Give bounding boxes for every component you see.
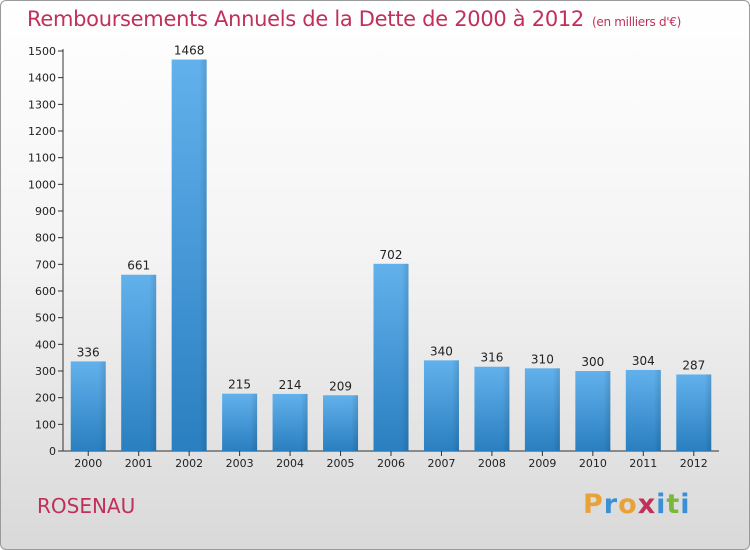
x-tick-label: 2009 <box>528 457 556 470</box>
x-axis: 2000 2001 2002 2003 2004 2005 2006 2007 2008 2009… <box>63 450 719 470</box>
bar-shade-2009 <box>524 368 560 451</box>
data-label: 214 <box>279 378 302 392</box>
y-tick-label: 1200 <box>28 125 56 138</box>
y-tick-label: 800 <box>35 232 56 245</box>
bar-shade-2010 <box>575 371 611 451</box>
bar-shade-2012 <box>676 374 712 451</box>
data-label: 310 <box>531 352 554 366</box>
x-tick-label: 2002 <box>175 457 203 470</box>
y-tick-label: 0 <box>49 445 56 458</box>
x-tick-label: 2011 <box>629 457 657 470</box>
logo-letter: i <box>680 489 691 520</box>
bar-shade-2000 <box>70 361 106 451</box>
x-tick-label: 2012 <box>680 457 708 470</box>
y-tick-label: 300 <box>35 365 56 378</box>
logo-letter: i <box>656 489 667 520</box>
logo-letter: o <box>618 489 638 520</box>
x-tick-label: 2004 <box>276 457 304 470</box>
y-tick-label: 900 <box>35 205 56 218</box>
chart-title: Remboursements Annuels de la Dette de 20… <box>27 7 681 31</box>
data-label: 1468 <box>174 44 205 58</box>
x-tick-label: 2010 <box>579 457 607 470</box>
x-tick-label: 2000 <box>74 457 102 470</box>
y-tick-label: 1500 <box>28 45 56 58</box>
commune-name: ROSENAU <box>37 494 136 518</box>
logo-letter: r <box>603 489 619 520</box>
bar-shade-2004 <box>272 393 308 451</box>
data-label: 340 <box>430 344 453 358</box>
data-label: 209 <box>329 379 352 393</box>
bar-shade-2008 <box>474 366 510 451</box>
data-label: 316 <box>480 351 503 365</box>
y-tick-label: 1100 <box>28 152 56 165</box>
logo-letter: P <box>583 489 604 520</box>
x-tick-label: 2006 <box>377 457 405 470</box>
data-label: 215 <box>228 378 251 392</box>
data-label: 336 <box>77 345 100 359</box>
bar-shade-2006 <box>373 263 409 451</box>
y-tick-label: 100 <box>35 418 56 431</box>
x-tick-label: 2003 <box>226 457 254 470</box>
logo-letter: t <box>666 489 681 520</box>
bar-shade-2002 <box>171 59 207 452</box>
y-tick-label: 400 <box>35 338 56 351</box>
chart-unit: (en milliers d'€) <box>592 15 682 29</box>
bars: 336 661 1468 215 214 209 702 340 316 310 300 304 287 <box>70 44 712 452</box>
logo-letter: x <box>637 489 657 520</box>
y-tick-label: 1300 <box>28 98 56 111</box>
y-tick-label: 1400 <box>28 72 56 85</box>
data-label: 304 <box>632 354 655 368</box>
y-tick-label: 1000 <box>28 178 56 191</box>
y-tick-label: 700 <box>35 258 56 271</box>
x-tick-label: 2001 <box>125 457 153 470</box>
x-tick-label: 2008 <box>478 457 506 470</box>
proxiti-logo: Proxiti <box>583 489 691 520</box>
chart-title-text: Remboursements Annuels de la Dette de 20… <box>27 7 584 31</box>
data-label: 661 <box>127 259 150 273</box>
data-label: 300 <box>581 355 604 369</box>
bar-shade-2003 <box>222 393 258 451</box>
data-label: 702 <box>380 248 403 262</box>
y-tick-label: 500 <box>35 312 56 325</box>
x-tick-label: 2005 <box>327 457 355 470</box>
bar-shade-2001 <box>121 274 157 451</box>
y-tick-label: 200 <box>35 392 56 405</box>
bar-shade-2007 <box>423 360 459 451</box>
x-tick-label: 2007 <box>427 457 455 470</box>
y-tick-label: 600 <box>35 285 56 298</box>
bar-shade-2011 <box>625 369 661 451</box>
y-axis: 0 100 200 300 400 500 600 700 800 900 1000 1100 1200… <box>28 45 64 458</box>
data-label: 287 <box>682 358 705 372</box>
bar-shade-2005 <box>323 395 359 451</box>
